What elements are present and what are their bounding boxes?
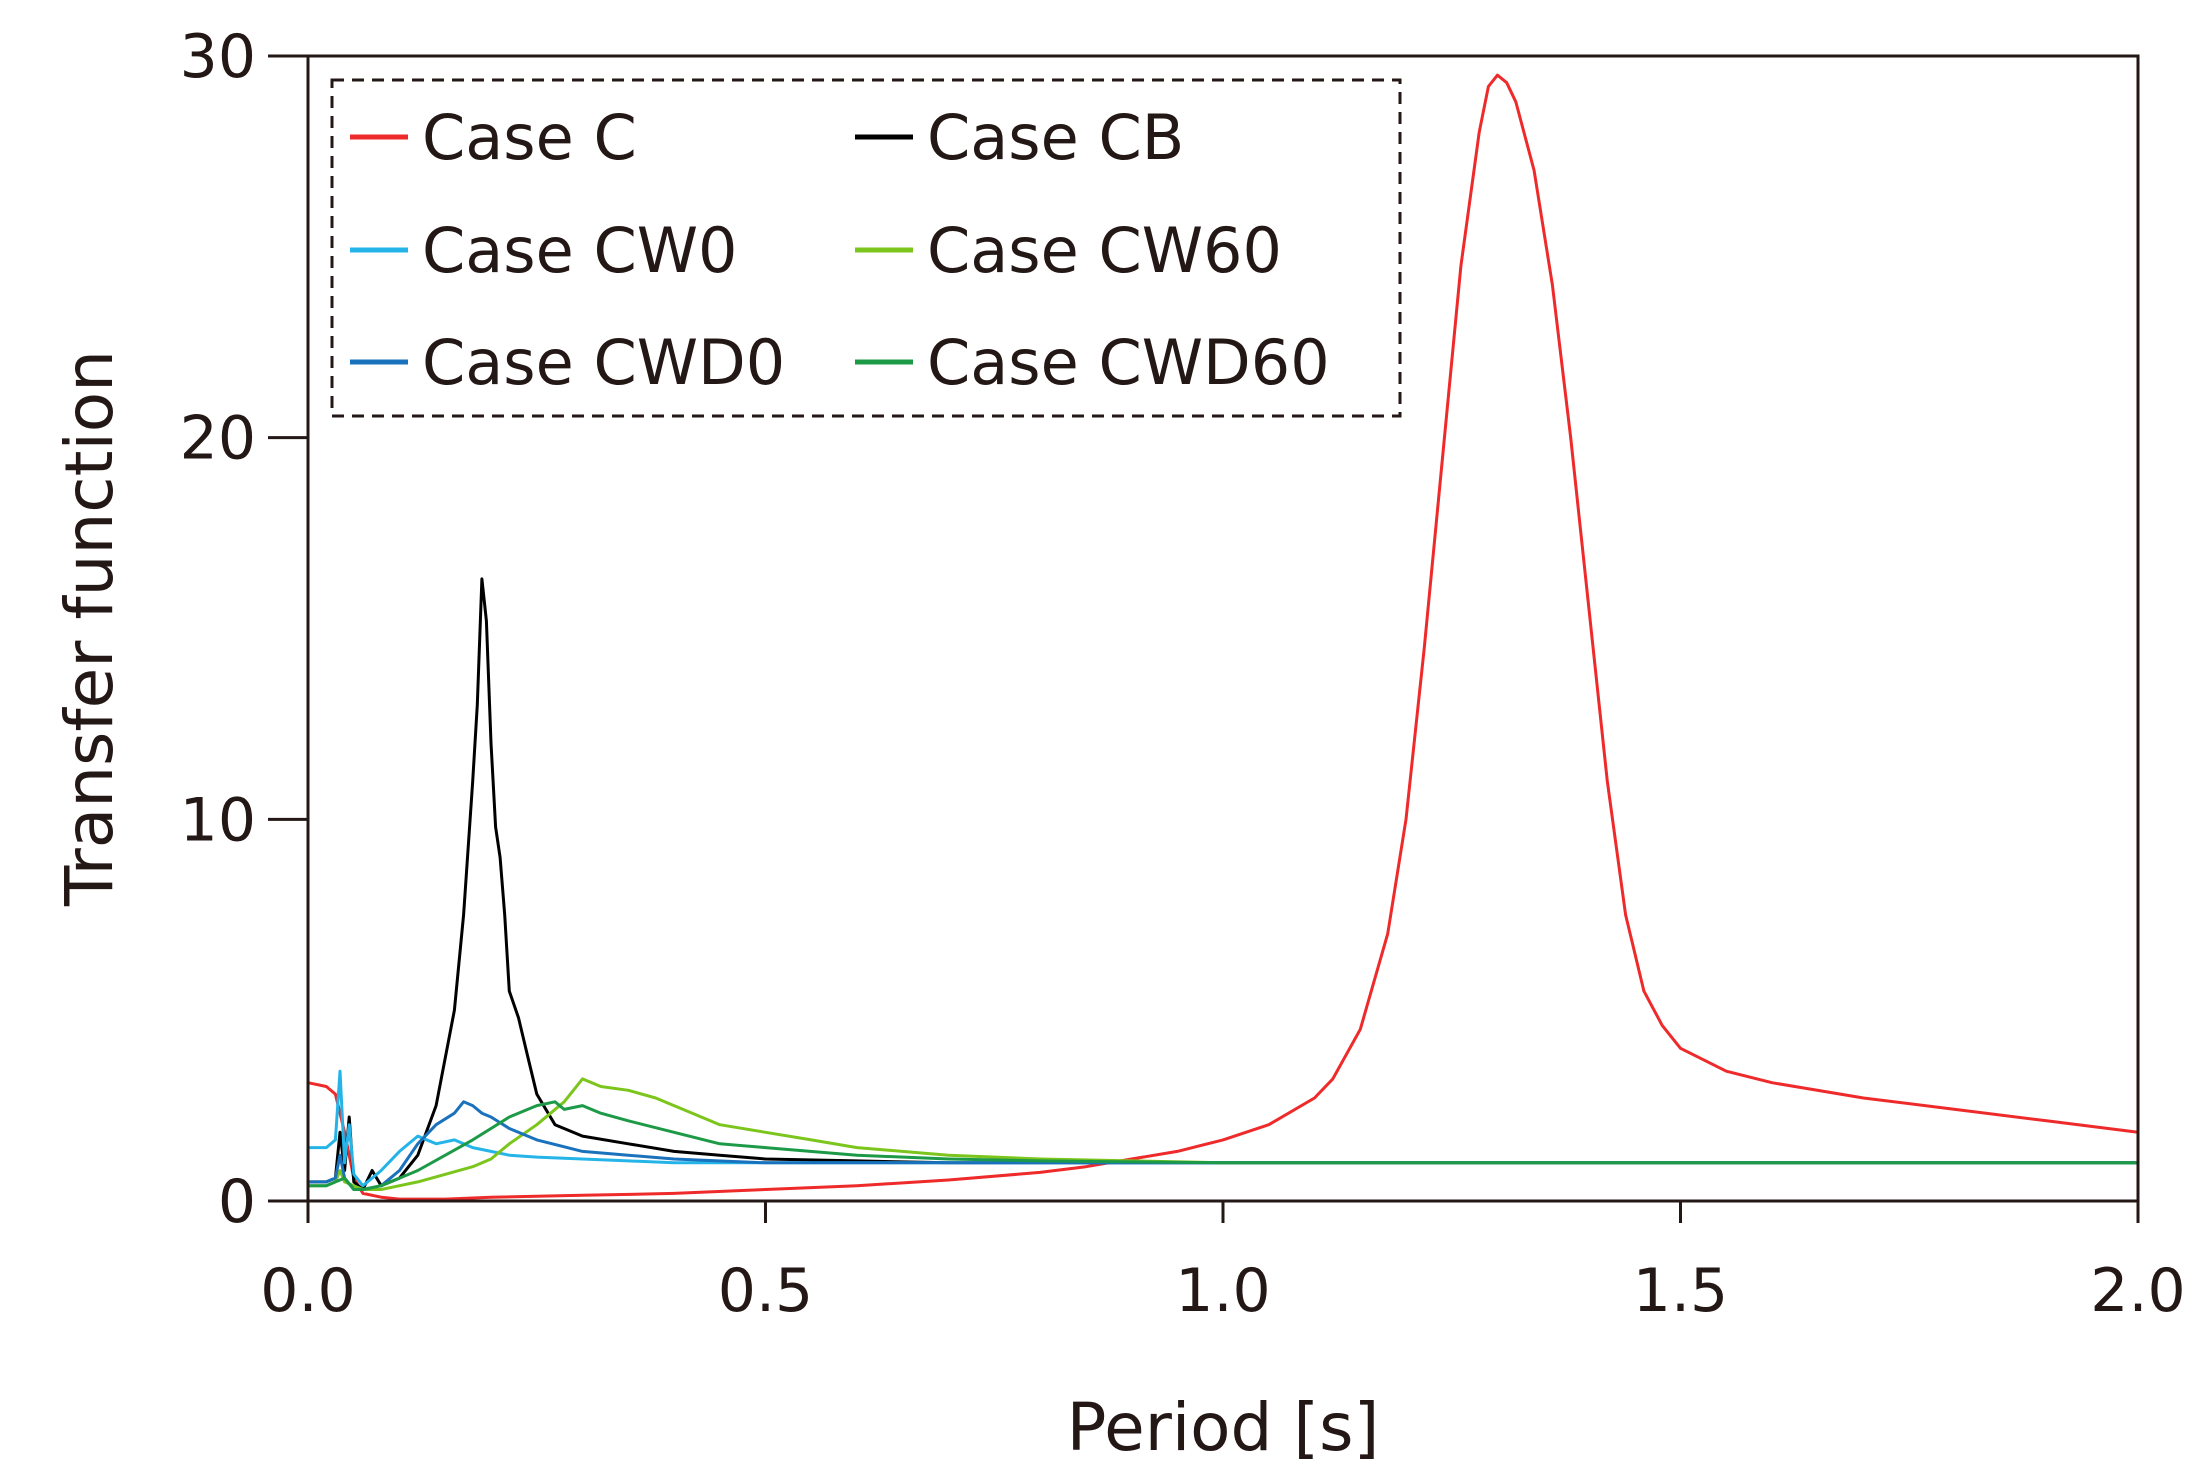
legend-item-case-cwd0: Case CWD0 xyxy=(350,326,785,399)
x-tick-label: 2.0 xyxy=(2090,1256,2185,1326)
legend: Case C Case CB Case CW0 Case CW60 Case CWD0 C… xyxy=(330,78,1402,418)
legend-label: Case CW60 xyxy=(927,214,1282,287)
series-line-case-cw0 xyxy=(308,1069,2138,1188)
legend-item-case-c: Case C xyxy=(350,101,637,174)
y-axis: 0 10 20 30 xyxy=(180,22,308,1237)
x-axis-label: Period [s] xyxy=(1067,1389,1380,1466)
x-tick-label: 0.5 xyxy=(718,1256,813,1326)
x-tick-label: 1.5 xyxy=(1633,1256,1728,1326)
legend-label: Case CW0 xyxy=(422,214,737,287)
y-tick-label: 30 xyxy=(180,22,256,92)
legend-label: Case CB xyxy=(927,101,1184,174)
series-line-case-c xyxy=(307,73,2139,1201)
y-tick-label: 20 xyxy=(180,404,256,474)
y-axis-label: Transfer function xyxy=(51,350,128,907)
y-tick-label: 10 xyxy=(180,785,256,855)
legend-item-case-cw60: Case CW60 xyxy=(855,214,1282,287)
series-line-case-cw60 xyxy=(308,1077,2138,1191)
x-axis: 0.0 0.5 1.0 1.5 2.0 xyxy=(260,1201,2186,1326)
legend-label: Case CWD60 xyxy=(927,326,1330,399)
legend-item-case-cwd60: Case CWD60 xyxy=(855,326,1330,399)
x-tick-label: 1.0 xyxy=(1175,1256,1270,1326)
legend-label: Case C xyxy=(422,101,637,174)
legend-item-case-cb: Case CB xyxy=(855,101,1184,174)
series-line-case-cwd60 xyxy=(308,1100,2138,1191)
x-tick-label: 0.0 xyxy=(260,1256,355,1326)
series-line-case-cwd0 xyxy=(308,1100,2138,1191)
y-tick-label: 0 xyxy=(218,1167,256,1237)
legend-label: Case CWD0 xyxy=(422,326,785,399)
series-layer xyxy=(307,73,2139,1201)
legend-item-case-cw0: Case CW0 xyxy=(350,214,737,287)
